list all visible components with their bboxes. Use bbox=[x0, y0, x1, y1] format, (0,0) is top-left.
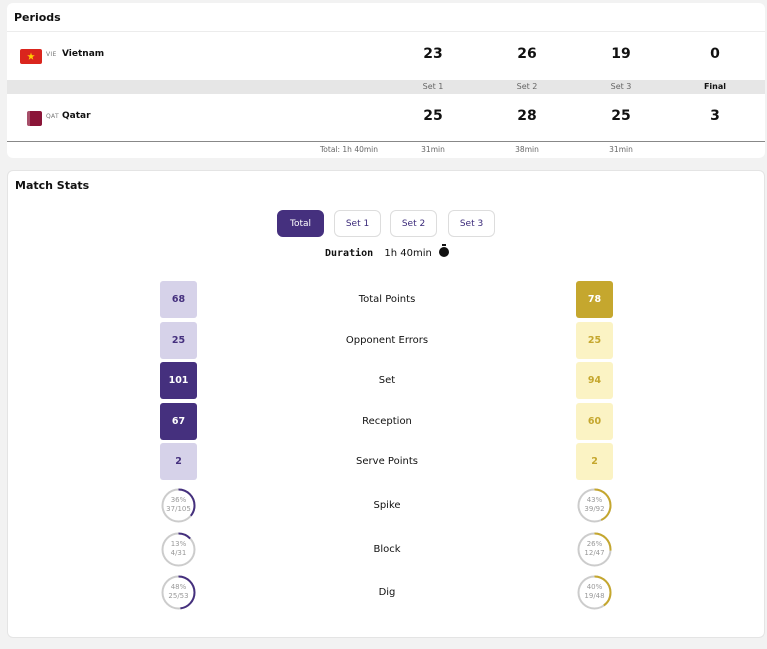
score-set-3: 25 bbox=[611, 108, 631, 124]
qatar-flag-icon bbox=[27, 111, 42, 126]
match-stats-title: Match Stats bbox=[15, 179, 90, 192]
team-code: QAT bbox=[46, 113, 59, 120]
duration-key: Duration bbox=[324, 248, 374, 259]
team-code: VIE bbox=[46, 51, 57, 58]
away-ring: 26% 12/47 bbox=[576, 531, 613, 568]
stat-label: Set bbox=[378, 375, 396, 386]
set-label: Set 1 bbox=[422, 82, 444, 91]
set-labels-band: Set 1 Set 2 Set 3 Final bbox=[7, 80, 765, 94]
stat-row: 36% 37/105 Spike 43% 39/92 bbox=[8, 487, 766, 524]
ring-ratio: 37/105 bbox=[166, 505, 191, 513]
set-duration: 31min bbox=[421, 145, 445, 154]
divider bbox=[7, 31, 765, 32]
score-final: 0 bbox=[710, 46, 720, 62]
periods-title: Periods bbox=[14, 11, 61, 24]
set-label: Set 3 bbox=[610, 82, 632, 91]
ring-percent: 48% bbox=[170, 583, 187, 591]
duration-value: 1h 40min bbox=[384, 248, 432, 259]
home-ring: 13% 4/31 bbox=[160, 531, 197, 568]
set-duration: 31min bbox=[609, 145, 633, 154]
score-set-1: 25 bbox=[423, 108, 443, 124]
score-set-1: 23 bbox=[423, 46, 443, 62]
tab-set-3[interactable]: Set 3 bbox=[448, 210, 495, 237]
stat-label: Serve Points bbox=[356, 456, 418, 467]
ring-percent: 40% bbox=[586, 583, 603, 591]
ring-progress bbox=[577, 575, 612, 610]
home-stat-value: 101 bbox=[160, 362, 197, 399]
tab-set-2[interactable]: Set 2 bbox=[390, 210, 437, 237]
stopwatch-icon bbox=[439, 244, 449, 257]
away-stat-value: 2 bbox=[576, 443, 613, 480]
stat-label: Spike bbox=[373, 500, 401, 511]
final-label: Final bbox=[703, 82, 727, 91]
stat-label: Total Points bbox=[358, 294, 416, 305]
match-stats-card: Match Stats Total Set 1 Set 2 Set 3 Dura… bbox=[7, 170, 765, 638]
home-stat-value: 67 bbox=[160, 403, 197, 440]
stat-row: 13% 4/31 Block 26% 12/47 bbox=[8, 531, 766, 568]
stat-row: 2 Serve Points 2 bbox=[8, 443, 766, 480]
stat-label: Opponent Errors bbox=[345, 335, 429, 346]
team-row-home: VIE Vietnam 23 26 19 0 bbox=[7, 41, 765, 71]
away-ring: 40% 19/48 bbox=[576, 574, 613, 611]
stat-row: 48% 25/53 Dig 40% 19/48 bbox=[8, 574, 766, 611]
ring-ratio: 19/48 bbox=[584, 592, 605, 600]
home-ring: 48% 25/53 bbox=[160, 574, 197, 611]
away-stat-value: 78 bbox=[576, 281, 613, 318]
set-label: Set 2 bbox=[516, 82, 538, 91]
stat-row: 67 Reception 60 bbox=[8, 403, 766, 440]
ring-ratio: 4/31 bbox=[170, 549, 187, 557]
ring-percent: 36% bbox=[170, 496, 187, 504]
match-duration: Duration 1h 40min bbox=[8, 244, 766, 259]
away-stat-value: 25 bbox=[576, 322, 613, 359]
vietnam-flag-icon bbox=[20, 49, 42, 64]
away-ring: 43% 39/92 bbox=[576, 487, 613, 524]
set-duration: 38min bbox=[515, 145, 539, 154]
score-set-3: 19 bbox=[611, 46, 631, 62]
ring-progress bbox=[161, 575, 196, 610]
stat-row: 68 Total Points 78 bbox=[8, 281, 766, 318]
ring-ratio: 39/92 bbox=[584, 505, 605, 513]
away-stat-value: 60 bbox=[576, 403, 613, 440]
ring-progress bbox=[577, 532, 612, 567]
team-name: Vietnam bbox=[62, 49, 105, 59]
ring-percent: 13% bbox=[170, 540, 187, 548]
stat-row: 25 Opponent Errors 25 bbox=[8, 322, 766, 359]
ring-progress bbox=[577, 488, 612, 523]
ring-progress bbox=[161, 488, 196, 523]
stat-label: Reception bbox=[362, 416, 412, 427]
away-stat-value: 94 bbox=[576, 362, 613, 399]
team-row-away: QAT Qatar 25 28 25 3 bbox=[7, 103, 765, 133]
ring-ratio: 25/53 bbox=[168, 592, 189, 600]
home-stat-value: 68 bbox=[160, 281, 197, 318]
ring-ratio: 12/47 bbox=[584, 549, 605, 557]
home-ring: 36% 37/105 bbox=[160, 487, 197, 524]
divider bbox=[7, 141, 765, 142]
score-set-2: 26 bbox=[517, 46, 537, 62]
total-duration: Total: 1h 40min bbox=[319, 145, 379, 154]
home-stat-value: 25 bbox=[160, 322, 197, 359]
ring-progress bbox=[161, 532, 196, 567]
tab-set-1[interactable]: Set 1 bbox=[334, 210, 381, 237]
score-set-2: 28 bbox=[517, 108, 537, 124]
team-name: Qatar bbox=[62, 111, 91, 121]
stat-row: 101 Set 94 bbox=[8, 362, 766, 399]
tab-total[interactable]: Total bbox=[277, 210, 324, 237]
ring-percent: 26% bbox=[586, 540, 603, 548]
periods-card: Periods VIE Vietnam 23 26 19 0 Set 1 Set… bbox=[7, 3, 765, 158]
home-stat-value: 2 bbox=[160, 443, 197, 480]
stat-label: Dig bbox=[378, 587, 396, 598]
stat-label: Block bbox=[373, 544, 401, 555]
ring-percent: 43% bbox=[586, 496, 603, 504]
score-final: 3 bbox=[710, 108, 720, 124]
